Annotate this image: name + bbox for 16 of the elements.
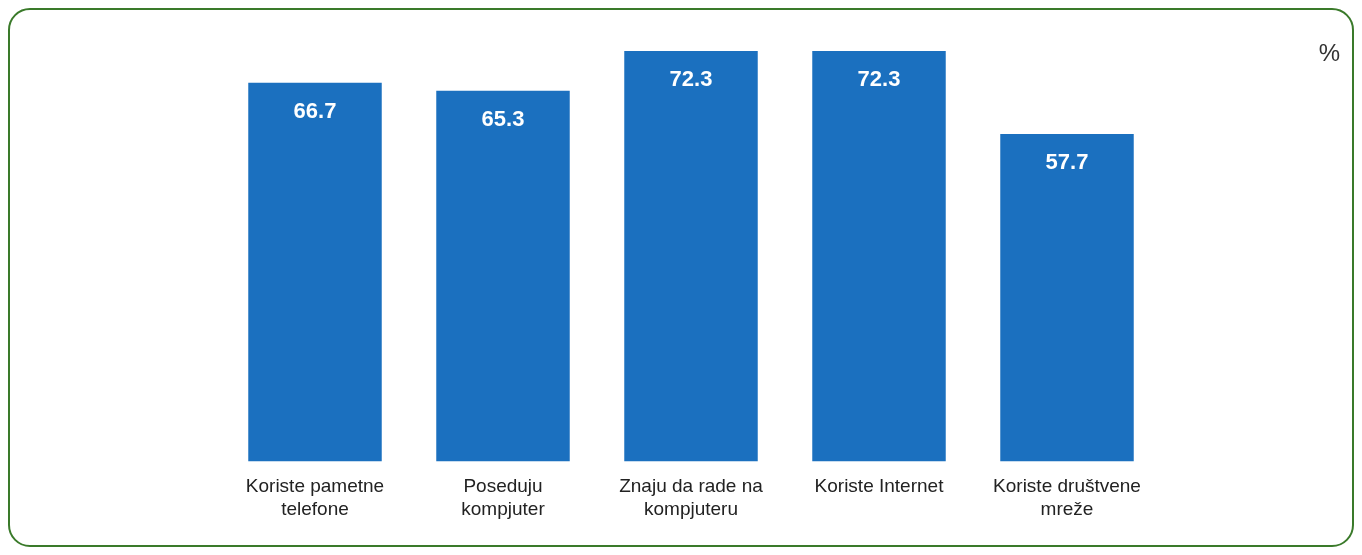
- data-label: 66.7: [293, 97, 337, 123]
- x-tick-label: Poseduju kompjuter: [461, 475, 546, 519]
- bar: [1000, 133, 1134, 462]
- data-label: 72.3: [857, 66, 901, 92]
- data-label: 57.7: [1045, 148, 1089, 174]
- x-tick-label: Koriste društvene mreže: [993, 475, 1141, 519]
- text: %: [1318, 38, 1340, 66]
- x-tick-label: Znaju da rade na kompjuteru: [619, 475, 764, 519]
- bar: [812, 51, 946, 462]
- data-label: 72.3: [669, 66, 713, 92]
- bar: [624, 51, 758, 462]
- data-label: 65.3: [481, 105, 525, 131]
- x-tick-label: Koriste Internet: [814, 475, 945, 497]
- bar: [436, 90, 570, 462]
- bar: [248, 82, 382, 462]
- x-tick-label: Koriste pametne telefone: [245, 475, 385, 519]
